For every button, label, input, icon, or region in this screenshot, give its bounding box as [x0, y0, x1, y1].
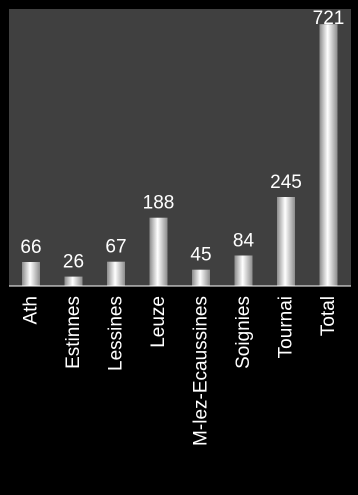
- bar-leuze: [149, 217, 168, 286]
- x-tick-label-estinnes: Estinnes: [63, 296, 84, 369]
- bar-ath: [22, 262, 40, 286]
- bar-total: [319, 24, 338, 286]
- plot-area: [9, 9, 351, 286]
- data-label-estinnes: 26: [63, 252, 84, 273]
- bar-tournai: [277, 197, 295, 286]
- x-tick-labels-group: Ath Estinnes Lessines Leuze M-lez-Ecaussines…: [21, 296, 340, 446]
- data-label-soignies: 84: [233, 231, 255, 252]
- data-label-leuze: 188: [143, 193, 175, 214]
- x-tick-label-leuze: Leuze: [148, 296, 169, 348]
- x-tick-label-lessines: Lessines: [106, 296, 127, 371]
- data-label-m-lez-ecaussines: 45: [190, 245, 211, 266]
- x-tick-label-m-lez-ecaussines: M-lez-Ecaussines: [191, 296, 212, 446]
- x-tick-label-total: Total: [318, 296, 339, 336]
- x-tick-label-ath: Ath: [21, 296, 42, 325]
- bar-soignies: [234, 255, 253, 286]
- x-tick-label-tournai: Tournai: [276, 296, 297, 358]
- bar-m-lez-ecaussines: [192, 269, 210, 286]
- bars-group: [22, 24, 338, 286]
- data-label-ath: 66: [20, 237, 41, 258]
- x-tick-label-soignies: Soignies: [233, 296, 254, 369]
- data-label-total: 721: [313, 8, 345, 29]
- data-label-tournai: 245: [270, 172, 302, 193]
- data-label-lessines: 67: [105, 237, 126, 258]
- bar-estinnes: [64, 276, 83, 286]
- bar-lessines: [107, 261, 125, 286]
- data-labels-group: 66 26 67 188 45 84 245 721: [20, 8, 344, 273]
